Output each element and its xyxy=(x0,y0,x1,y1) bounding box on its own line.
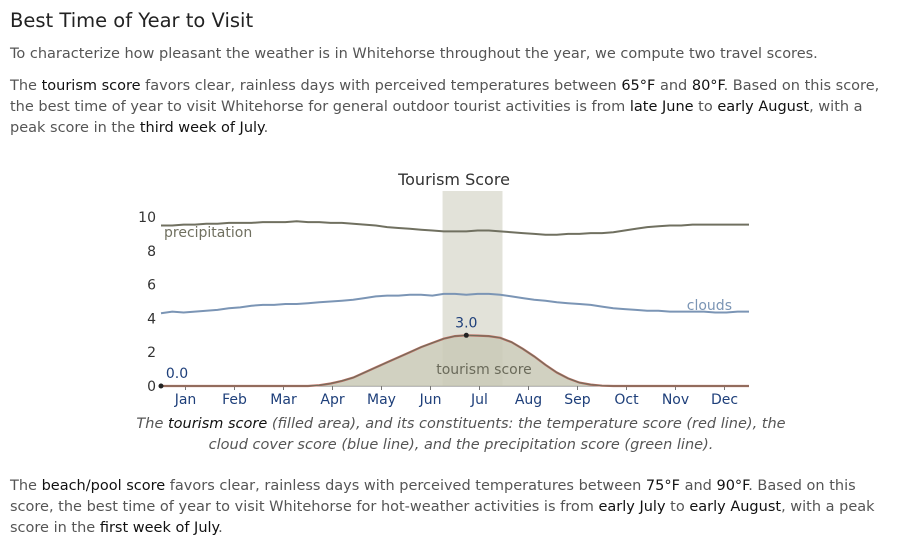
month-label: Jan xyxy=(174,392,197,408)
annotation-dot xyxy=(463,332,469,338)
best-start: late June xyxy=(629,99,694,115)
month-label: Dec xyxy=(711,392,738,408)
tourism-score-area xyxy=(161,335,749,386)
month-label: Oct xyxy=(614,392,639,408)
month-label: Jul xyxy=(470,392,488,408)
chart-caption: The tourism score (filled area), and its… xyxy=(136,414,786,456)
series-layer xyxy=(160,220,749,388)
series-labels: precipitation clouds tourism score 0.0 3.0 xyxy=(158,225,732,389)
tourism-paragraph: The tourism score favors clear, rainless… xyxy=(10,76,894,139)
month-label: May xyxy=(367,392,396,408)
y-tick-label: 6 xyxy=(147,278,156,294)
annotation-label: 3.0 xyxy=(455,315,477,331)
best-start: early July xyxy=(598,499,666,515)
annotation-label: 0.0 xyxy=(166,366,188,382)
month-label: Mar xyxy=(270,392,297,408)
text: favors clear, rainless days with perceiv… xyxy=(140,78,622,94)
beach-paragraph: The beach/pool score favors clear, rainl… xyxy=(10,476,894,539)
tourism-score-line xyxy=(161,334,749,387)
peak-week: third week of July xyxy=(139,120,264,136)
intro-paragraph: To characterize how pleasant the weather… xyxy=(10,46,818,62)
y-tick-label: 8 xyxy=(147,244,156,260)
text: The xyxy=(10,78,42,94)
temp-high: 80°F xyxy=(691,78,724,94)
y-tick-label: 4 xyxy=(147,311,156,327)
month-label: Aug xyxy=(515,392,542,408)
precipitation-label: precipitation xyxy=(164,225,252,241)
temp-low: 65°F xyxy=(621,78,656,94)
annotation-dot xyxy=(158,383,164,389)
text: . xyxy=(218,520,223,536)
y-axis-ticks: 0 2 4 6 8 10 xyxy=(138,210,156,395)
text: (filled area), and its constituents: the… xyxy=(208,416,786,453)
text: . Based on this score, the best time of … xyxy=(10,478,856,515)
text: . xyxy=(263,120,269,136)
y-tick-label: 10 xyxy=(138,210,156,226)
month-label: Nov xyxy=(662,392,689,408)
text: to xyxy=(693,99,718,115)
month-label: Jun xyxy=(419,392,442,408)
y-tick-label: 2 xyxy=(147,345,156,361)
month-label: Sep xyxy=(564,392,591,408)
precipitation-line xyxy=(161,220,749,236)
page-heading: Best Time of Year to Visit xyxy=(10,9,254,32)
clouds-line xyxy=(160,292,749,315)
tourism-score-term: tourism score xyxy=(41,78,141,94)
best-end: early August xyxy=(689,499,782,515)
temp-low: 75°F xyxy=(645,478,680,494)
month-label: Feb xyxy=(222,392,247,408)
temp-high: 90°F xyxy=(716,478,749,494)
month-label: Apr xyxy=(320,392,344,408)
text: . Based on this score, the best time of … xyxy=(10,78,880,115)
peak-week: first week of July xyxy=(99,520,219,536)
y-tick-label: 0 xyxy=(147,379,156,395)
tourism-score-label: tourism score xyxy=(436,362,532,378)
text: to xyxy=(665,499,690,515)
text: and xyxy=(655,78,692,94)
caption-tourism-score: tourism score xyxy=(167,416,268,432)
beach-score-term: beach/pool score xyxy=(41,478,166,494)
best-end: early August xyxy=(717,99,810,115)
text: , with a peak score in the xyxy=(10,499,875,536)
text: , with a peak score in the xyxy=(10,99,863,136)
chart-title: Tourism Score xyxy=(397,170,510,189)
text: and xyxy=(679,478,717,494)
text: The xyxy=(136,416,168,432)
text: The xyxy=(10,478,42,494)
x-axis-ticks: Jan Feb Mar Apr May Jun Jul Aug Sep Oct Nov Dec xyxy=(174,392,738,408)
text: favors clear, rainless days with perceiv… xyxy=(165,478,646,494)
clouds-label: clouds xyxy=(687,298,732,314)
